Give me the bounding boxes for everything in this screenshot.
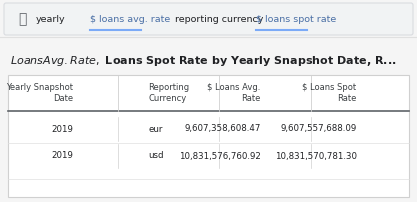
FancyBboxPatch shape bbox=[4, 3, 413, 35]
Text: eur: eur bbox=[148, 124, 162, 134]
Text: 10,831,576,760.92: 10,831,576,760.92 bbox=[179, 152, 261, 161]
Text: 9,607,557,688.09: 9,607,557,688.09 bbox=[280, 124, 357, 134]
Text: $ Loans Spot
Rate: $ Loans Spot Rate bbox=[302, 83, 357, 103]
Text: 2019: 2019 bbox=[51, 124, 73, 134]
Bar bbox=[8, 75, 409, 197]
Text: 2019: 2019 bbox=[51, 152, 73, 161]
Text: reporting currency: reporting currency bbox=[175, 15, 264, 23]
Text: 10,831,570,781.30: 10,831,570,781.30 bbox=[274, 152, 357, 161]
Text: Yearly Snapshot
Date: Yearly Snapshot Date bbox=[6, 83, 73, 103]
Text: usd: usd bbox=[148, 152, 163, 161]
Text: $ loans spot rate: $ loans spot rate bbox=[256, 15, 337, 23]
Text: $ loans avg. rate: $ loans avg. rate bbox=[90, 15, 170, 23]
Text: 9,607,358,608.47: 9,607,358,608.47 bbox=[184, 124, 261, 134]
Text: $ Loans Avg. Rate, $ Loans Spot Rate by Yearly Snapshot Date, R...: $ Loans Avg. Rate, $ Loans Spot Rate by … bbox=[10, 54, 397, 68]
Text: Reporting
Currency: Reporting Currency bbox=[148, 83, 189, 103]
Text: $ Loans Avg.
Rate: $ Loans Avg. Rate bbox=[207, 83, 261, 103]
Text: yearly: yearly bbox=[35, 15, 65, 23]
Text: ⌕: ⌕ bbox=[18, 12, 26, 26]
